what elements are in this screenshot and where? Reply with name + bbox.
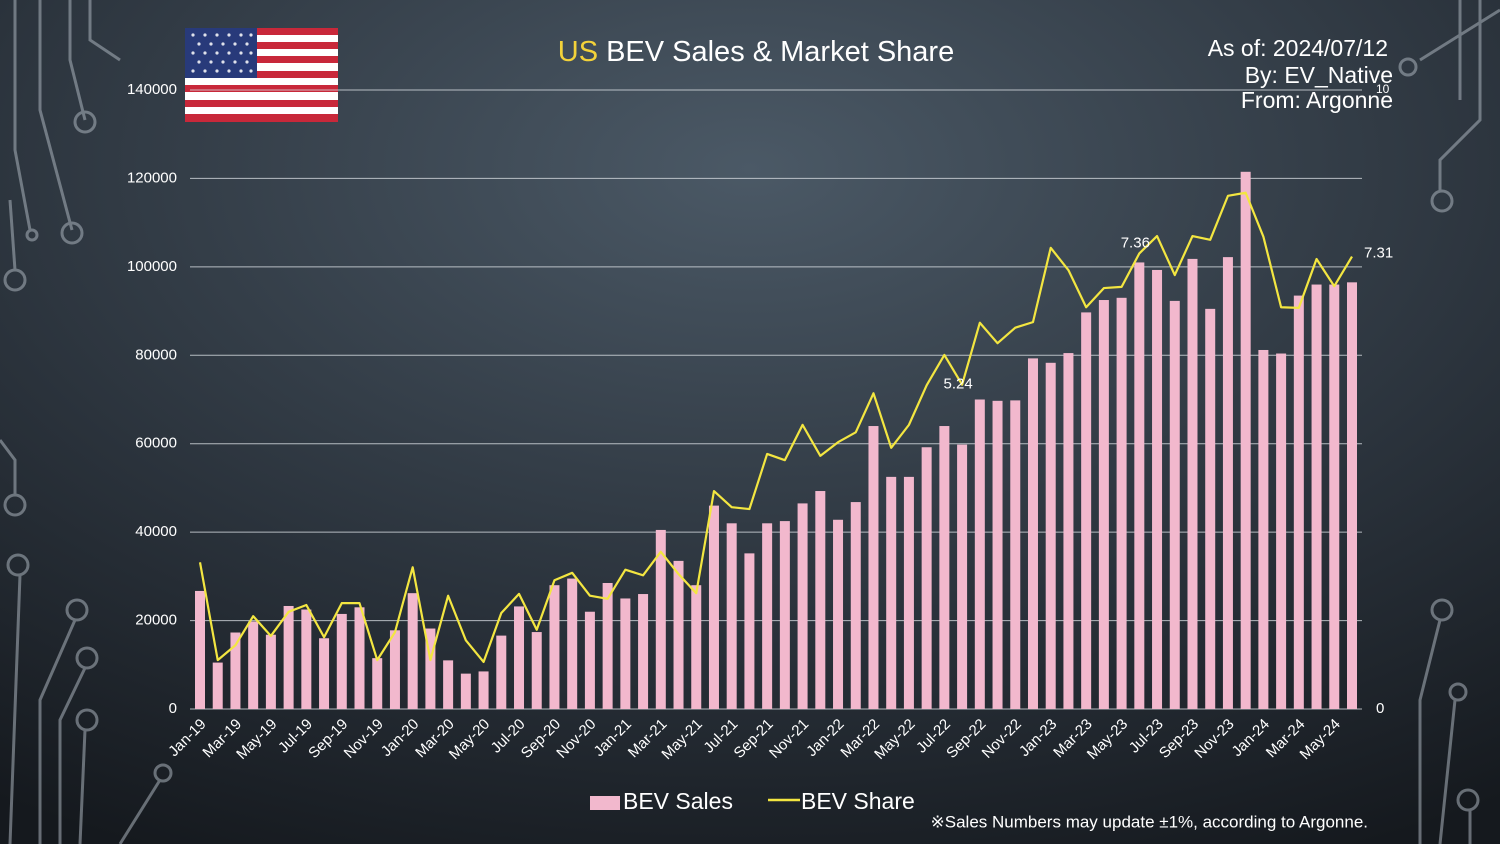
bar	[1311, 284, 1322, 709]
bar	[1276, 353, 1287, 709]
y-tick-label: 40000	[135, 523, 177, 540]
y-tick-label: 20000	[135, 612, 177, 629]
bar	[921, 447, 932, 709]
y-tick-label: 140000	[127, 81, 177, 98]
chart-title: US BEV Sales & Market Share	[558, 36, 954, 68]
bar	[354, 607, 365, 709]
bar	[230, 632, 241, 709]
bar	[708, 505, 719, 709]
bar	[815, 491, 826, 709]
y-tick-label: 100000	[127, 258, 177, 275]
bar	[1010, 400, 1021, 709]
bar	[389, 630, 400, 709]
bar	[744, 553, 755, 709]
bar	[939, 426, 950, 709]
title-prefix: US	[558, 36, 598, 68]
annotation: As of: 2024/07/12	[1208, 35, 1388, 61]
bar	[1027, 358, 1038, 709]
bar	[1045, 362, 1056, 709]
bar	[549, 585, 560, 709]
bar	[425, 628, 436, 709]
bar	[567, 578, 578, 709]
annotation: From: Argonne	[1241, 87, 1393, 113]
bar	[1205, 308, 1216, 709]
y2-tick-label: 0	[1376, 700, 1384, 717]
bar	[372, 658, 383, 709]
bar	[265, 634, 276, 709]
bar	[620, 598, 631, 709]
title-main: BEV Sales & Market Share	[606, 36, 954, 68]
bar	[1134, 262, 1145, 709]
y-tick-label: 80000	[135, 346, 177, 363]
bar	[779, 521, 790, 709]
bar	[957, 444, 968, 709]
legend-swatch	[590, 796, 620, 810]
bar	[903, 476, 914, 709]
y2-tick-label: 10	[1376, 82, 1390, 96]
bar	[797, 503, 808, 709]
bar	[691, 585, 702, 709]
bar	[1293, 295, 1304, 709]
bar	[833, 519, 844, 709]
bar	[638, 594, 649, 709]
bar	[1222, 257, 1233, 709]
bar	[655, 529, 666, 709]
bar	[478, 671, 489, 709]
legend-label: BEV Share	[801, 788, 915, 814]
annotation: By: EV_Native	[1245, 62, 1393, 88]
bar	[974, 399, 985, 709]
bar	[514, 606, 525, 709]
bar	[195, 590, 205, 709]
bar	[319, 638, 330, 709]
bar	[336, 613, 347, 709]
line	[198, 191, 1353, 664]
bar	[850, 502, 861, 709]
bar	[602, 582, 613, 709]
flag	[185, 28, 338, 122]
bar	[248, 621, 259, 709]
bar	[443, 660, 454, 709]
bar	[283, 605, 294, 709]
data-label: 5.24	[943, 376, 972, 393]
y-tick-label: 60000	[135, 435, 177, 452]
bar	[531, 632, 542, 709]
bar	[407, 593, 418, 709]
data-label: 7.36	[1121, 234, 1150, 251]
bar	[1329, 284, 1340, 709]
bar	[868, 426, 879, 709]
bar	[1081, 312, 1092, 709]
bar	[496, 635, 507, 709]
bar	[992, 400, 1003, 709]
bar	[673, 560, 684, 709]
data-label: 7.31	[1364, 244, 1393, 261]
bar	[1240, 171, 1251, 709]
bar	[1187, 258, 1198, 709]
bar	[886, 476, 897, 709]
legend-label: BEV Sales	[623, 788, 733, 814]
bar	[1063, 353, 1074, 709]
y-tick-label: 120000	[127, 169, 177, 186]
bar	[762, 523, 773, 709]
bar	[1347, 282, 1357, 709]
bar	[460, 673, 471, 709]
bar	[584, 611, 595, 709]
bar	[726, 523, 737, 709]
bar	[1098, 300, 1109, 709]
y-tick-label: 0	[169, 700, 177, 717]
footnote: ※Sales Numbers may update ±1%, according…	[931, 812, 1368, 831]
bar	[301, 609, 312, 709]
bar	[1169, 300, 1180, 709]
bar	[1116, 297, 1127, 709]
bar	[212, 662, 223, 709]
bar	[1258, 349, 1269, 709]
bar	[1152, 269, 1163, 709]
